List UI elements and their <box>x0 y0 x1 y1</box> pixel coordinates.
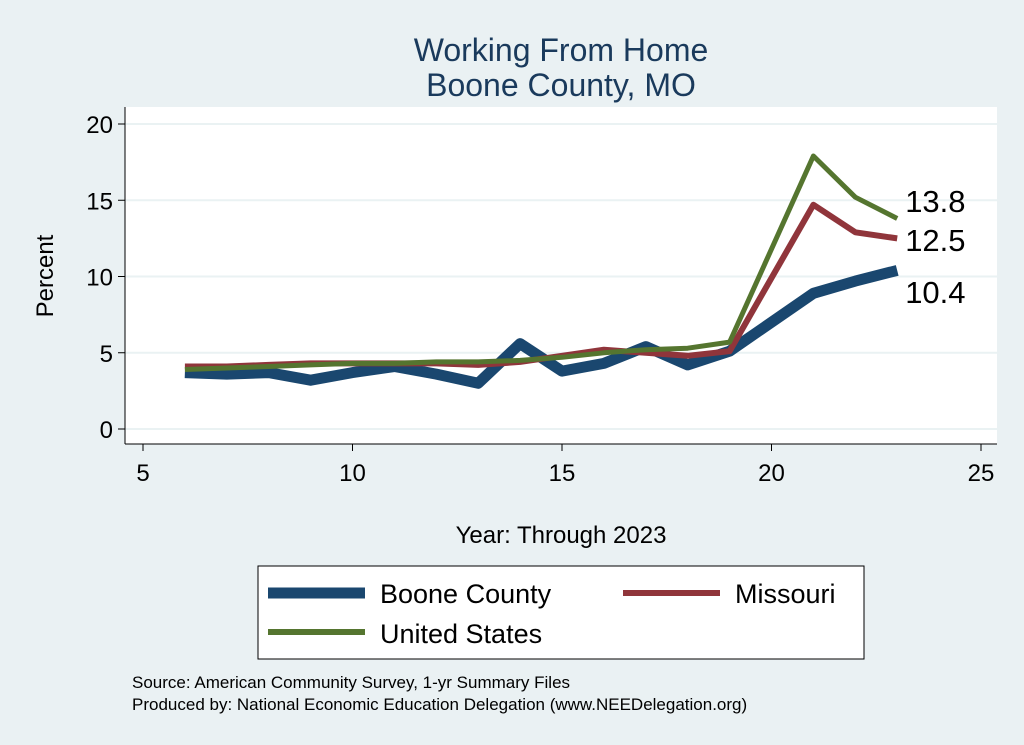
x-tick-label-20: 20 <box>758 460 785 487</box>
x-tick-label-25: 25 <box>968 460 995 487</box>
y-axis-title: Percent <box>32 234 59 317</box>
legend-box <box>257 565 865 660</box>
source-line-1: Source: American Community Survey, 1-yr … <box>132 673 570 692</box>
end-label-boone-county: 10.4 <box>905 275 965 310</box>
chart-title-line-2: Boone County, MO <box>426 67 696 103</box>
legend-label-missouri: Missouri <box>735 579 836 609</box>
x-tick-label-10: 10 <box>339 460 366 487</box>
series-lines <box>184 153 899 389</box>
y-tick-label-5: 5 <box>100 341 113 368</box>
series-line-boone-county <box>184 265 899 389</box>
end-labels: 10.4 12.5 13.8 <box>905 184 965 310</box>
x-axis-title: Year: Through 2023 <box>456 522 667 549</box>
y-tick-label-15: 15 <box>86 188 113 215</box>
series-line-united-states <box>184 153 899 372</box>
x-tick-label-5: 5 <box>136 460 149 487</box>
y-tick-label-10: 10 <box>86 265 113 292</box>
y-tick-label-0: 0 <box>100 417 113 444</box>
x-tick-label-15: 15 <box>549 460 576 487</box>
source-line-2: Produced by: National Economic Education… <box>132 695 747 714</box>
y-tick-label-20: 20 <box>86 112 113 139</box>
legend-label-united-states: United States <box>380 619 542 649</box>
end-label-united-states: 13.8 <box>905 184 965 219</box>
chart-title-line-1: Working From Home <box>414 32 709 68</box>
legend-label-boone-county: Boone County <box>380 579 552 609</box>
legend: Boone County Missouri United States <box>257 565 865 660</box>
end-label-missouri: 12.5 <box>905 223 965 258</box>
